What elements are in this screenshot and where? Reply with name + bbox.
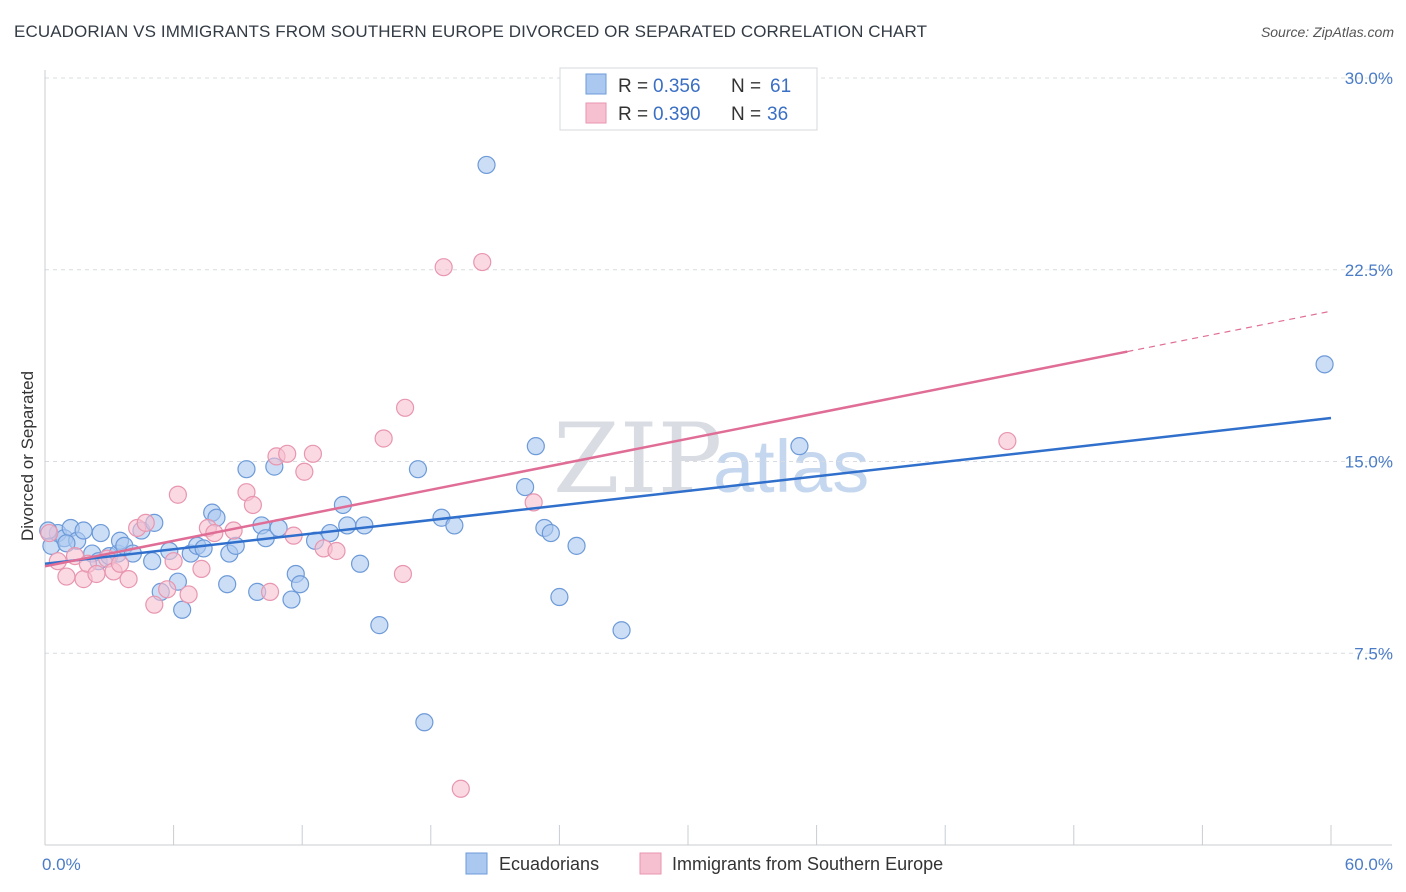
data-point bbox=[415, 713, 434, 732]
data-point bbox=[168, 485, 187, 504]
legend: R = 0.356 N = 61 R = 0.390 N = 36 bbox=[559, 67, 818, 131]
trend-lines bbox=[44, 310, 1332, 568]
trend-line bbox=[44, 416, 1332, 566]
data-point bbox=[567, 536, 586, 555]
y-tick-label: 30.0% bbox=[1345, 69, 1393, 88]
series-southern-europe-points bbox=[40, 252, 1017, 798]
watermark: ZIP atlas bbox=[553, 403, 869, 515]
data-point bbox=[350, 554, 370, 573]
x-axis-ticks bbox=[44, 825, 1332, 845]
data-point bbox=[516, 477, 535, 497]
data-point bbox=[243, 495, 263, 515]
data-point bbox=[370, 616, 389, 635]
data-point bbox=[164, 552, 183, 571]
data-point bbox=[40, 523, 59, 543]
data-point bbox=[451, 779, 470, 798]
watermark-atlas: atlas bbox=[713, 425, 869, 508]
data-point bbox=[226, 536, 245, 555]
data-point bbox=[434, 258, 453, 277]
legend-r-label-2: R = bbox=[618, 104, 648, 125]
watermark-zip: ZIP bbox=[553, 403, 722, 515]
data-point bbox=[1315, 355, 1334, 374]
source-credit: Source: ZipAtlas.com bbox=[1260, 24, 1394, 40]
data-point bbox=[57, 567, 76, 586]
data-point bbox=[260, 582, 280, 601]
data-point bbox=[57, 534, 76, 553]
data-point bbox=[445, 516, 464, 535]
bottom-legend-swatch-blue bbox=[465, 852, 488, 875]
data-point bbox=[295, 462, 314, 481]
data-point bbox=[612, 621, 631, 640]
bottom-legend: Ecuadorians Immigrants from Southern Eur… bbox=[465, 852, 943, 875]
data-point bbox=[194, 539, 213, 558]
data-point bbox=[790, 437, 809, 456]
data-point bbox=[395, 398, 415, 417]
legend-r-value-2: 0.390 bbox=[653, 104, 701, 125]
legend-n-value-2: 36 bbox=[767, 104, 788, 125]
bottom-legend-swatch-pink bbox=[639, 852, 662, 875]
data-point bbox=[237, 460, 256, 479]
data-point bbox=[119, 570, 138, 589]
chart-title: ECUADORIAN VS IMMIGRANTS FROM SOUTHERN E… bbox=[14, 22, 928, 41]
data-point bbox=[143, 552, 162, 571]
trend-line-extension bbox=[1127, 310, 1332, 353]
legend-swatch-blue bbox=[585, 73, 607, 95]
data-point bbox=[473, 252, 492, 272]
legend-swatch-pink bbox=[585, 102, 607, 124]
data-point bbox=[145, 595, 164, 614]
data-point bbox=[91, 523, 110, 543]
legend-n-label-1: N = bbox=[731, 76, 761, 97]
data-point bbox=[393, 564, 413, 584]
bottom-legend-label-ecuadorians: Ecuadorians bbox=[499, 854, 599, 874]
legend-r-label-1: R = bbox=[618, 76, 648, 97]
data-point bbox=[278, 444, 297, 463]
gridlines bbox=[45, 77, 1392, 654]
data-point bbox=[541, 523, 560, 543]
data-point bbox=[374, 429, 393, 448]
data-point bbox=[282, 590, 301, 609]
legend-n-value-1: 61 bbox=[770, 76, 791, 97]
y-axis-title: Divorced or Separated bbox=[18, 371, 37, 541]
data-point bbox=[87, 564, 106, 584]
data-point bbox=[408, 460, 428, 479]
y-tick-label: 15.0% bbox=[1345, 453, 1393, 472]
legend-r-value-1: 0.356 bbox=[653, 76, 701, 97]
y-tick-label: 7.5% bbox=[1354, 644, 1393, 663]
bottom-legend-label-southern-europe: Immigrants from Southern Europe bbox=[672, 854, 943, 874]
data-point bbox=[355, 516, 374, 535]
x-tick-label-max: 60.0% bbox=[1345, 855, 1393, 874]
data-point bbox=[550, 587, 569, 607]
data-point bbox=[477, 155, 496, 175]
data-point bbox=[998, 431, 1017, 451]
data-point bbox=[173, 600, 192, 619]
legend-n-label-2: N = bbox=[731, 104, 761, 125]
data-point bbox=[218, 575, 237, 594]
y-tick-label: 22.5% bbox=[1345, 261, 1393, 280]
data-point bbox=[327, 541, 346, 561]
data-point bbox=[74, 521, 93, 540]
data-point bbox=[303, 444, 323, 463]
y-tick-labels: 7.5% 15.0% 22.5% 30.0% bbox=[1345, 69, 1393, 663]
data-point bbox=[192, 559, 211, 578]
data-point bbox=[158, 580, 177, 599]
trend-line bbox=[44, 350, 1128, 568]
data-point bbox=[290, 575, 310, 594]
x-tick-label-min: 0.0% bbox=[42, 855, 81, 874]
data-point bbox=[526, 437, 545, 456]
data-point bbox=[136, 513, 155, 532]
data-point bbox=[179, 585, 198, 604]
data-point bbox=[110, 554, 130, 573]
